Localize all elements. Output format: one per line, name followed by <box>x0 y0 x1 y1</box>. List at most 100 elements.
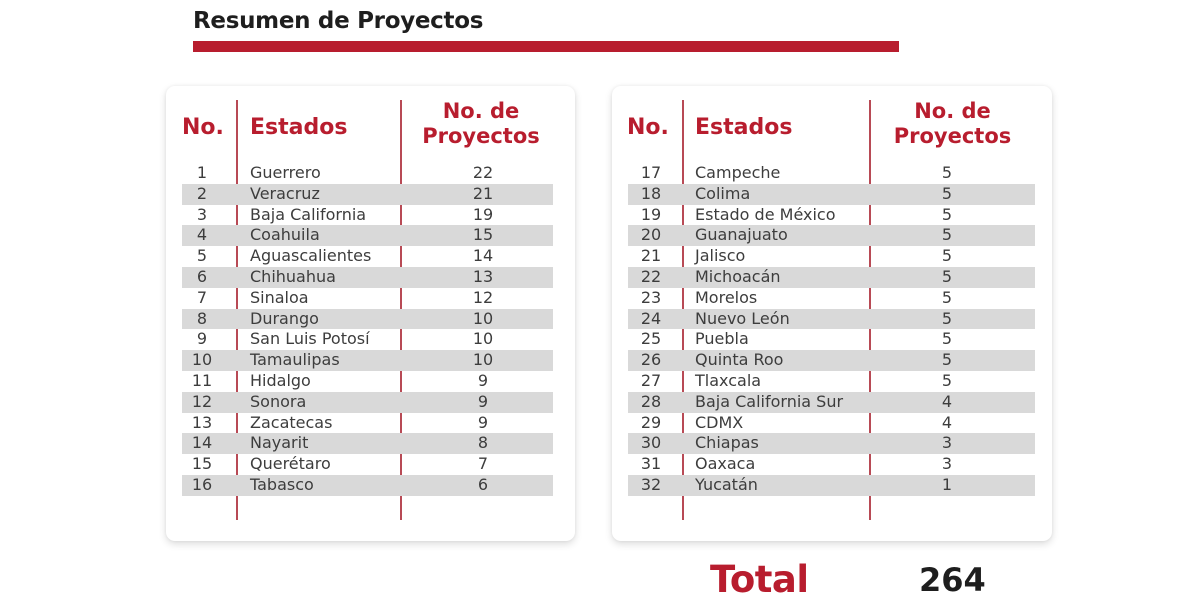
row-number: 23 <box>640 287 662 307</box>
row-number: 26 <box>640 350 662 370</box>
row-estado: CDMX <box>695 412 744 432</box>
row-number: 31 <box>640 454 662 474</box>
row-estado: Tlaxcala <box>695 370 762 390</box>
row-proyectos: 12 <box>472 287 494 307</box>
row-number: 13 <box>191 412 213 432</box>
table-row: 12 Sonora 9 <box>182 391 553 413</box>
row-proyectos: 5 <box>941 183 953 203</box>
row-proyectos: 21 <box>472 183 494 203</box>
table-row: 23 Morelos 5 <box>628 288 1035 309</box>
row-proyectos: 5 <box>941 266 953 286</box>
row-estado: Guerrero <box>250 163 321 182</box>
row-proyectos: 13 <box>472 266 494 286</box>
table-row: 6 Chihuahua 13 <box>182 266 553 288</box>
header-no: No. <box>627 115 669 140</box>
row-estado: Baja California <box>250 204 367 224</box>
table-body-left: 1 Guerrero 22 2 Veracruz 21 3 Baja California 19… <box>182 163 553 496</box>
table-row: 25 Puebla 5 <box>628 329 1035 350</box>
row-number: 30 <box>640 433 662 453</box>
row-estado: Campeche <box>695 163 781 182</box>
row-number: 25 <box>640 329 662 349</box>
table-row: 1 Guerrero 22 <box>182 163 553 184</box>
row-estado: Coahuila <box>250 225 320 245</box>
row-number: 6 <box>196 266 208 286</box>
row-number: 8 <box>196 308 208 328</box>
row-number: 28 <box>640 391 662 411</box>
row-number: 15 <box>191 454 213 474</box>
row-proyectos: 5 <box>941 287 953 307</box>
table-row: 13 Zacatecas 9 <box>182 413 553 434</box>
row-proyectos: 5 <box>941 329 953 349</box>
table-row: 9 San Luis Potosí 10 <box>182 329 553 350</box>
row-estado: Jalisco <box>695 246 746 266</box>
table-row: 28 Baja California Sur 4 <box>628 391 1035 413</box>
table-row: 17 Campeche 5 <box>628 163 1035 184</box>
header-proyectos-line1: No. de <box>914 99 991 123</box>
row-estado: Sinaloa <box>250 287 309 307</box>
row-number: 9 <box>196 329 208 349</box>
row-estado: Puebla <box>695 329 749 349</box>
row-estado: Hidalgo <box>250 370 311 390</box>
row-proyectos: 3 <box>941 433 953 453</box>
title-underline-bar <box>193 41 899 52</box>
row-proyectos: 10 <box>472 329 494 349</box>
table-row: 30 Chiapas 3 <box>628 433 1035 455</box>
header-proyectos-line1: No. de <box>442 99 520 123</box>
row-proyectos: 5 <box>941 308 953 328</box>
row-number: 18 <box>640 183 662 203</box>
row-proyectos: 5 <box>941 225 953 245</box>
row-number: 22 <box>640 266 662 286</box>
table-row: 10 Tamaulipas 10 <box>182 350 553 371</box>
row-estado: Sonora <box>250 391 307 411</box>
table-row: 15 Querétaro 7 <box>182 454 553 475</box>
row-number: 17 <box>640 163 662 182</box>
table-row: 4 Coahuila 15 <box>182 225 553 247</box>
header-estados: Estados <box>250 115 348 140</box>
header-proyectos: No. de Proyectos <box>875 99 1030 149</box>
row-estado: Colima <box>695 183 751 203</box>
row-number: 21 <box>640 246 662 266</box>
row-proyectos: 4 <box>941 412 953 432</box>
row-proyectos: 9 <box>477 370 489 390</box>
row-proyectos: 4 <box>941 391 953 411</box>
row-number: 12 <box>191 391 213 411</box>
row-number: 2 <box>196 183 208 203</box>
row-estado: Tamaulipas <box>250 350 340 370</box>
row-estado: Chihuahua <box>250 266 336 286</box>
row-number: 16 <box>191 474 213 494</box>
header-no: No. <box>182 115 224 140</box>
table-row: 11 Hidalgo 9 <box>182 371 553 392</box>
table-row: 31 Oaxaca 3 <box>628 454 1035 475</box>
table-row: 24 Nuevo León 5 <box>628 308 1035 330</box>
table-row: 21 Jalisco 5 <box>628 246 1035 267</box>
row-estado: Durango <box>250 308 319 328</box>
row-number: 3 <box>196 204 208 224</box>
header-estados: Estados <box>695 115 793 140</box>
row-proyectos: 5 <box>941 350 953 370</box>
row-estado: Oaxaca <box>695 454 756 474</box>
row-number: 7 <box>196 287 208 307</box>
row-proyectos: 10 <box>472 308 494 328</box>
row-number: 27 <box>640 370 662 390</box>
table-row: 8 Durango 10 <box>182 308 553 330</box>
row-proyectos: 3 <box>941 454 953 474</box>
row-number: 29 <box>640 412 662 432</box>
table-row: 16 Tabasco 6 <box>182 474 553 496</box>
row-estado: Chiapas <box>695 433 759 453</box>
table-row: 27 Tlaxcala 5 <box>628 371 1035 392</box>
row-proyectos: 19 <box>472 204 494 224</box>
row-estado: Querétaro <box>250 454 331 474</box>
table-row: 18 Colima 5 <box>628 183 1035 205</box>
header-proyectos-line2: Proyectos <box>422 124 540 148</box>
row-estado: Zacatecas <box>250 412 333 432</box>
total-label: Total <box>710 558 809 600</box>
header-proyectos: No. de Proyectos <box>406 99 556 149</box>
row-proyectos: 5 <box>941 246 953 266</box>
row-number: 1 <box>196 163 208 182</box>
row-estado: San Luis Potosí <box>250 329 370 349</box>
row-proyectos: 14 <box>472 246 494 266</box>
row-estado: Baja California Sur <box>695 391 844 411</box>
total-value: 264 <box>919 561 986 599</box>
row-proyectos: 8 <box>477 433 489 453</box>
